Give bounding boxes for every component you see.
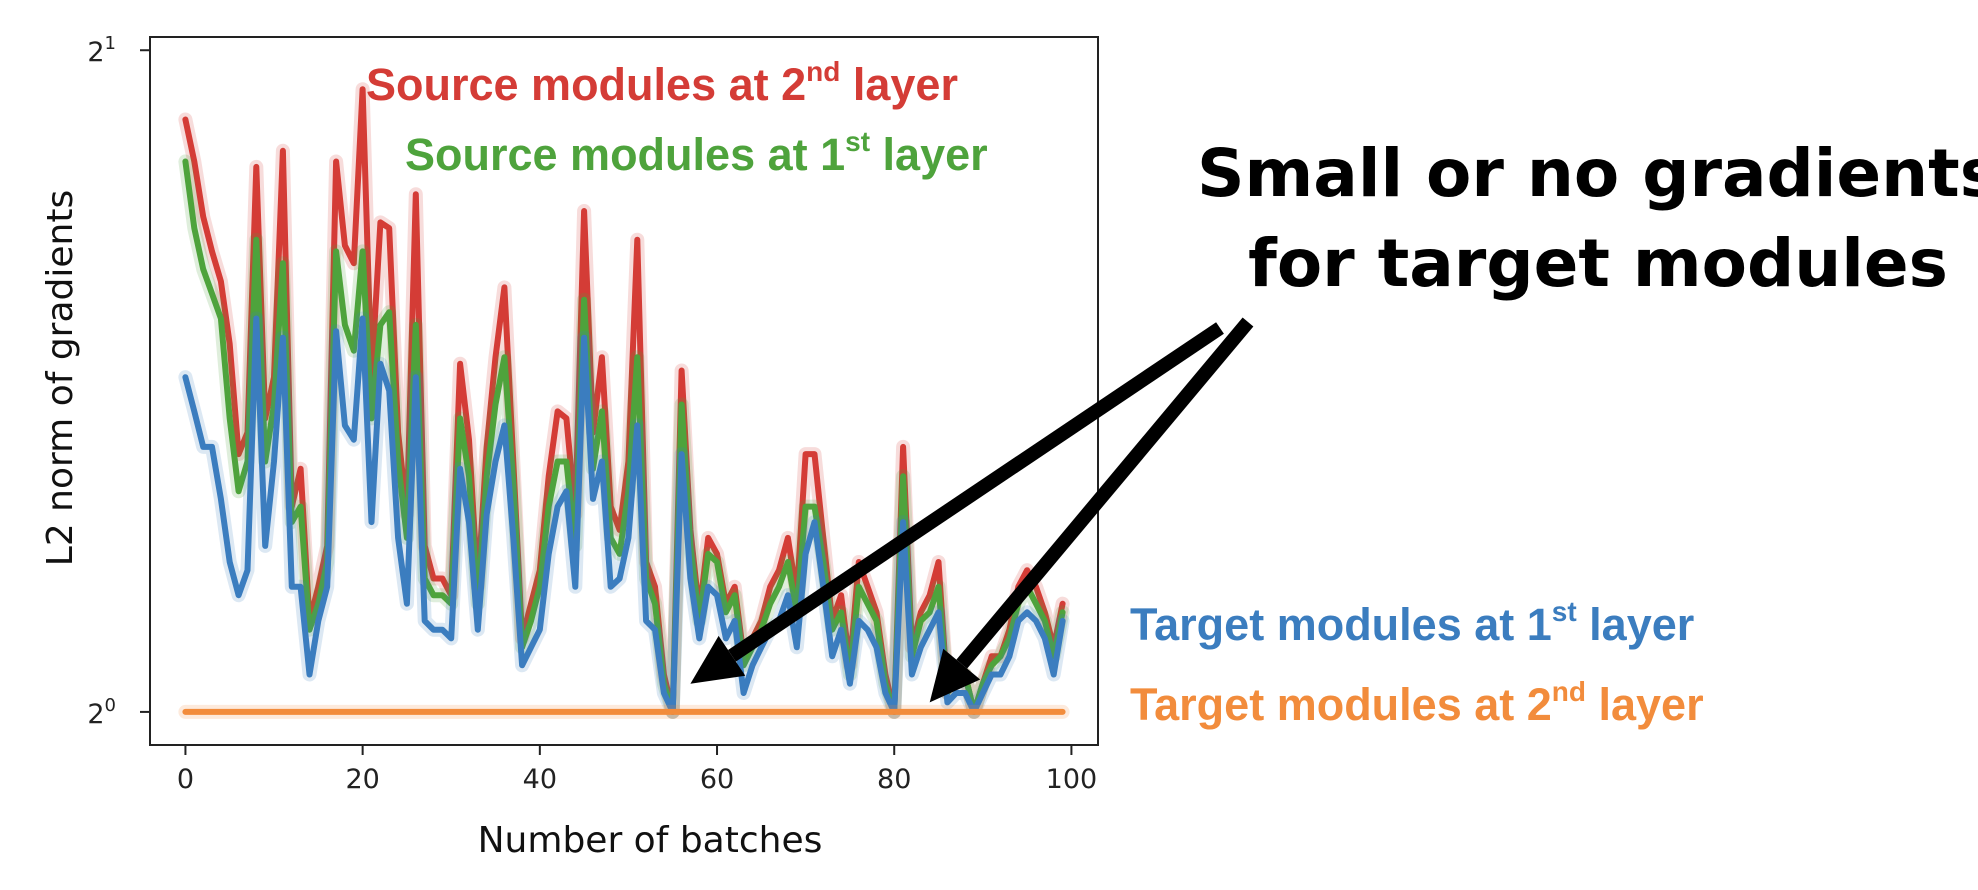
y-axis-title: L2 norm of gradients: [40, 190, 81, 566]
x-axis-title: Number of batches: [478, 820, 823, 861]
plot-frame: [149, 36, 1099, 746]
y-tick-label: 20: [87, 695, 116, 730]
x-tick-label: 20: [345, 764, 379, 795]
series-line-2: [182, 315, 1066, 715]
x-tick-label: 40: [523, 764, 557, 795]
series-label-target-2nd-layer: Target modules at 2nd layer: [1130, 676, 1704, 730]
callout-arrow-shaft: [728, 322, 1224, 662]
series-layer: [178, 82, 1070, 719]
x-axis: 0 20 40 60 80 100: [177, 745, 1097, 795]
callout-arrows: [690, 317, 1254, 703]
series-label-source-2nd-layer: Source modules at 2nd layer: [366, 56, 958, 110]
callout-arrow-head: [929, 648, 981, 703]
series-label-target-1st-layer: Target modules at 1st layer: [1130, 596, 1694, 650]
series-label-source-1st-layer: Source modules at 1st layer: [405, 126, 988, 180]
callout-line-1: Small or no gradients: [1197, 135, 1978, 212]
callout-arrow-head: [690, 635, 746, 684]
callout-arrow-shaft: [956, 317, 1254, 669]
x-tick-label: 0: [177, 764, 194, 795]
callout-line-2: for target modules: [1248, 225, 1948, 302]
x-tick-label: 80: [877, 764, 911, 795]
x-tick-label: 60: [700, 764, 734, 795]
x-tick-label: 100: [1046, 764, 1098, 795]
y-tick-label: 21: [87, 33, 116, 68]
